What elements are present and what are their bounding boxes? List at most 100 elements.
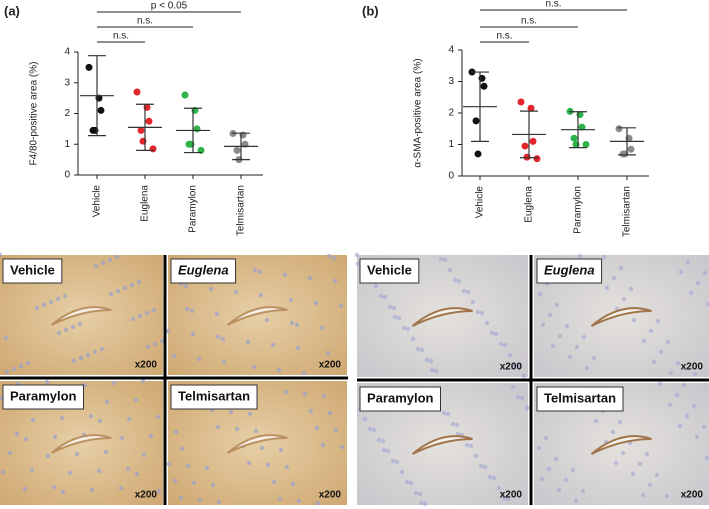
y-tick-label: 2 bbox=[448, 108, 454, 119]
nucleus bbox=[100, 260, 106, 266]
nucleus bbox=[228, 409, 234, 415]
nucleus bbox=[48, 299, 54, 305]
nucleus bbox=[183, 283, 189, 289]
data-point bbox=[521, 142, 529, 150]
nucleus bbox=[7, 450, 13, 456]
x-tick-label: Vehicle bbox=[92, 185, 103, 218]
nucleus bbox=[320, 442, 326, 448]
label-box bbox=[2, 258, 63, 284]
nucleus bbox=[657, 381, 663, 387]
nucleus bbox=[245, 339, 251, 345]
nucleus bbox=[197, 497, 203, 503]
y-tick-label: 4 bbox=[64, 47, 70, 58]
nucleus bbox=[89, 487, 95, 493]
x-tick-label: Euglena bbox=[140, 185, 151, 222]
nucleus bbox=[208, 286, 214, 292]
nucleus bbox=[338, 303, 344, 309]
data-point bbox=[97, 106, 105, 114]
nucleus bbox=[25, 360, 31, 366]
nucleus bbox=[557, 333, 563, 339]
nucleus bbox=[390, 458, 396, 464]
nucleus bbox=[664, 493, 670, 499]
nucleus bbox=[185, 463, 191, 469]
nucleus bbox=[493, 331, 499, 337]
nucleus bbox=[129, 282, 135, 288]
nucleus bbox=[611, 275, 617, 281]
nucleus bbox=[252, 267, 258, 273]
magnification: x200 bbox=[681, 490, 704, 501]
nucleus bbox=[321, 393, 327, 399]
nucleus bbox=[55, 296, 61, 302]
nucleus bbox=[108, 291, 114, 297]
y-tick-label: 0 bbox=[448, 171, 454, 182]
y-tick-label: 0 bbox=[64, 170, 70, 181]
nucleus bbox=[516, 363, 522, 369]
nucleus bbox=[4, 369, 10, 375]
nucleus bbox=[77, 321, 83, 327]
nucleus bbox=[159, 338, 165, 344]
nucleus bbox=[419, 347, 425, 353]
x-tick-label: Paramylon bbox=[188, 185, 199, 233]
nucleus bbox=[277, 496, 283, 502]
nucleus bbox=[325, 350, 331, 356]
label-box bbox=[536, 386, 624, 412]
nucleus bbox=[392, 314, 398, 320]
nucleus bbox=[258, 292, 264, 298]
nucleus bbox=[479, 310, 485, 316]
nucleus bbox=[283, 389, 289, 395]
nucleus bbox=[301, 370, 307, 376]
nucleus bbox=[290, 481, 296, 487]
nucleus bbox=[487, 474, 493, 480]
nucleus bbox=[415, 346, 421, 352]
nucleus bbox=[314, 425, 320, 431]
nucleus bbox=[692, 371, 698, 377]
nucleus bbox=[540, 322, 546, 328]
nucleus bbox=[640, 492, 646, 498]
nucleus bbox=[695, 280, 701, 286]
nucleus bbox=[678, 269, 684, 275]
nucleus bbox=[705, 301, 709, 307]
nucleus bbox=[204, 465, 210, 471]
nucleus bbox=[454, 422, 460, 428]
y-tick-label: 1 bbox=[64, 139, 70, 150]
nucleus bbox=[550, 343, 556, 349]
data-point bbox=[145, 117, 153, 125]
nucleus bbox=[547, 312, 553, 318]
micrograph-label: Paramylon bbox=[10, 388, 77, 403]
nucleus bbox=[461, 288, 467, 294]
nucleus bbox=[452, 277, 458, 283]
nucleus bbox=[563, 477, 569, 483]
nucleus bbox=[189, 308, 195, 314]
nucleus bbox=[512, 362, 518, 368]
x-tick-label: Vehicle bbox=[475, 186, 486, 219]
nucleus bbox=[519, 395, 525, 401]
nucleus bbox=[428, 358, 434, 364]
nucleus bbox=[354, 252, 360, 258]
micrograph-label: Telmisartan bbox=[544, 390, 616, 405]
nucleus bbox=[604, 285, 610, 291]
nucleus bbox=[630, 471, 636, 477]
nucleus bbox=[505, 496, 511, 502]
nucleus bbox=[333, 427, 339, 433]
nucleus bbox=[140, 378, 146, 384]
magnification: x200 bbox=[135, 360, 158, 371]
nucleus bbox=[271, 479, 277, 485]
nucleus bbox=[618, 265, 624, 271]
nucleus bbox=[130, 316, 136, 322]
nucleus bbox=[74, 451, 80, 457]
nucleus bbox=[0, 469, 6, 475]
nucleus bbox=[399, 469, 405, 475]
nucleus bbox=[489, 330, 495, 336]
nucleus bbox=[34, 305, 40, 311]
nucleus bbox=[577, 253, 583, 259]
nucleus bbox=[613, 460, 619, 466]
y-tick-label: 1 bbox=[448, 139, 454, 150]
comparison-label: n.s. bbox=[137, 16, 153, 27]
nucleus bbox=[319, 325, 325, 331]
nucleus bbox=[601, 254, 607, 260]
magnification: x200 bbox=[319, 490, 342, 501]
y-tick-label: 3 bbox=[448, 76, 454, 87]
nucleus bbox=[628, 286, 634, 292]
data-point bbox=[578, 123, 586, 131]
